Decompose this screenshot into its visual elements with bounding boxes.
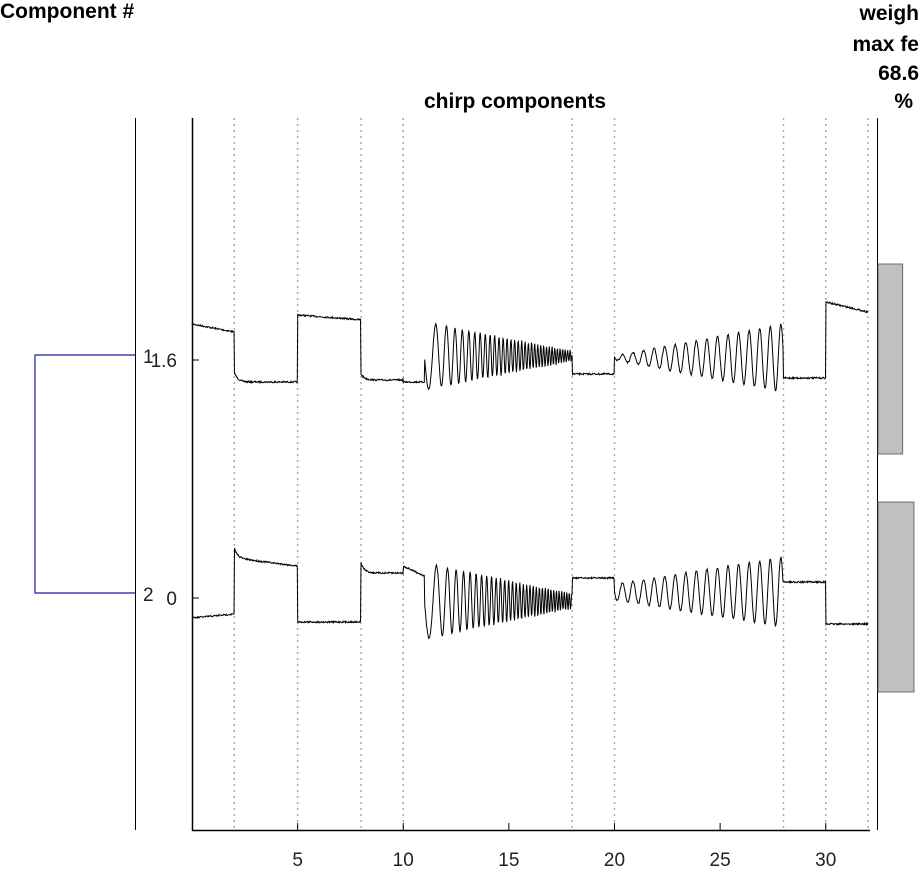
weight-header-line-3: 68.6 [878, 62, 919, 85]
weight-bar-1 [877, 263, 904, 455]
weight-header-line-2: max fe [852, 33, 919, 56]
y-tick-label-1: 0 [166, 589, 177, 610]
x-tick-label-0: 5 [292, 850, 303, 871]
weight-bar-2 [877, 501, 915, 693]
x-tick-label-1: 10 [393, 850, 414, 871]
component-trace-1 [191, 301, 869, 392]
component-trace-2 [191, 547, 869, 640]
dendrogram-leaf-label-0: 1 [143, 347, 154, 368]
x-tick-label-4: 25 [710, 850, 731, 871]
chart-title: chirp components [423, 90, 607, 113]
component-axis-title: Component # [0, 0, 135, 23]
x-tick-label-3: 20 [604, 850, 625, 871]
weight-header-line-1: weigh [859, 2, 919, 25]
dendrogram-link [34, 354, 135, 594]
weight-header-line-4: % [894, 90, 913, 113]
x-tick-label-5: 30 [815, 850, 836, 871]
dendrogram-leaf-label-1: 2 [143, 585, 154, 606]
x-tick-label-2: 15 [498, 850, 519, 871]
y-tick-label-0: 1.6 [151, 351, 177, 372]
